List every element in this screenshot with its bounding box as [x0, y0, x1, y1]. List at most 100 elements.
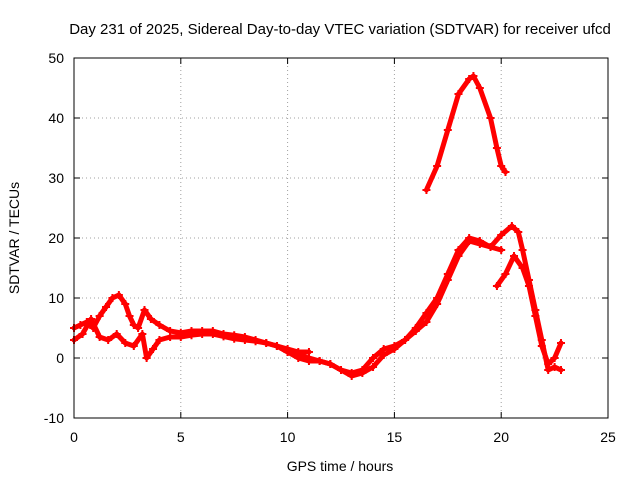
data-point	[87, 315, 96, 323]
data-point	[422, 186, 431, 194]
data-point	[379, 345, 388, 353]
x-tick-label: 0	[70, 429, 78, 445]
chart-title: Day 231 of 2025, Sidereal Day-to-day VTE…	[69, 21, 611, 38]
data-point	[492, 282, 501, 290]
data-point	[219, 332, 228, 341]
data-point	[497, 246, 506, 254]
data-point	[501, 168, 510, 176]
data-point	[465, 237, 474, 245]
data-point	[142, 354, 151, 362]
data-point	[401, 336, 410, 344]
data-point	[557, 366, 566, 374]
y-tick-label: 10	[48, 290, 64, 306]
data-point	[155, 321, 164, 329]
data-point	[155, 336, 164, 344]
x-axis-label: GPS time / hours	[287, 458, 394, 474]
data-point	[550, 354, 559, 362]
data-point	[198, 330, 207, 338]
data-point	[497, 231, 506, 239]
series-line	[494, 253, 564, 367]
y-axis-label: SDTVAR / TECUs	[6, 182, 22, 294]
data-point	[140, 306, 149, 314]
data-point	[121, 300, 130, 308]
x-tick-label: 15	[387, 429, 403, 445]
data-point	[129, 321, 138, 329]
data-point	[544, 360, 553, 368]
data-point	[176, 333, 185, 341]
data-point	[510, 252, 519, 260]
x-tick-label: 20	[493, 429, 509, 445]
data-point	[454, 90, 463, 98]
data-point	[138, 330, 147, 338]
data-point	[95, 333, 104, 341]
data-point	[537, 342, 546, 350]
data-point	[524, 282, 533, 290]
data-point	[114, 291, 123, 299]
data-point	[294, 351, 303, 359]
data-point	[518, 264, 527, 272]
data-point	[497, 162, 506, 170]
x-tick-label: 25	[600, 429, 616, 445]
data-point	[443, 276, 452, 284]
data-point	[95, 312, 104, 320]
data-point	[149, 345, 158, 353]
y-tick-label: -10	[44, 410, 64, 426]
data-point	[187, 331, 196, 340]
data-point	[108, 294, 117, 302]
data-point	[557, 339, 566, 347]
data-point	[433, 162, 442, 170]
data-point	[125, 312, 134, 320]
data-point	[112, 330, 121, 338]
data-point	[146, 315, 155, 323]
x-tick-label: 10	[280, 429, 296, 445]
data-point	[315, 357, 324, 365]
data-point	[208, 330, 217, 338]
data-point	[531, 312, 540, 320]
data-point	[433, 300, 442, 308]
data-point	[550, 363, 559, 371]
data-point	[475, 84, 484, 92]
data-point	[347, 369, 356, 377]
data-point	[507, 222, 516, 230]
data-point	[283, 348, 292, 356]
data-point	[78, 330, 87, 338]
data-point	[134, 324, 143, 332]
data-point	[486, 114, 495, 122]
grid-layer	[74, 58, 608, 418]
data-point	[262, 339, 271, 347]
data-point	[166, 333, 175, 341]
y-tick-label: 30	[48, 170, 64, 186]
y-tick-label: 50	[48, 50, 64, 66]
data-point	[121, 339, 130, 347]
data-point	[230, 334, 239, 343]
data-point	[358, 366, 367, 374]
data-point	[443, 126, 452, 134]
series-trace-e	[492, 252, 566, 368]
data-point	[475, 240, 484, 248]
data-point	[304, 354, 313, 362]
data-point	[272, 342, 281, 350]
data-point	[129, 342, 138, 350]
data-point	[492, 144, 501, 152]
data-point	[422, 318, 431, 326]
data-point	[369, 354, 378, 362]
data-point	[102, 303, 111, 311]
tick-layer: 0 5 10 15 20 25 -10 0 10 20 30 40 50	[44, 50, 616, 445]
data-point	[251, 337, 260, 346]
data-point	[514, 228, 523, 236]
data-point	[518, 246, 527, 254]
data-point	[411, 327, 420, 335]
y-tick-label: 0	[56, 350, 64, 366]
data-point	[104, 336, 113, 344]
x-tick-label: 5	[177, 429, 185, 445]
y-tick-label: 20	[48, 230, 64, 246]
data-point	[454, 252, 463, 260]
data-point	[240, 336, 249, 344]
data-point	[465, 75, 474, 83]
data-point	[469, 72, 478, 80]
series-trace-d	[422, 72, 510, 194]
data-point	[369, 363, 378, 371]
data-point	[486, 243, 495, 251]
